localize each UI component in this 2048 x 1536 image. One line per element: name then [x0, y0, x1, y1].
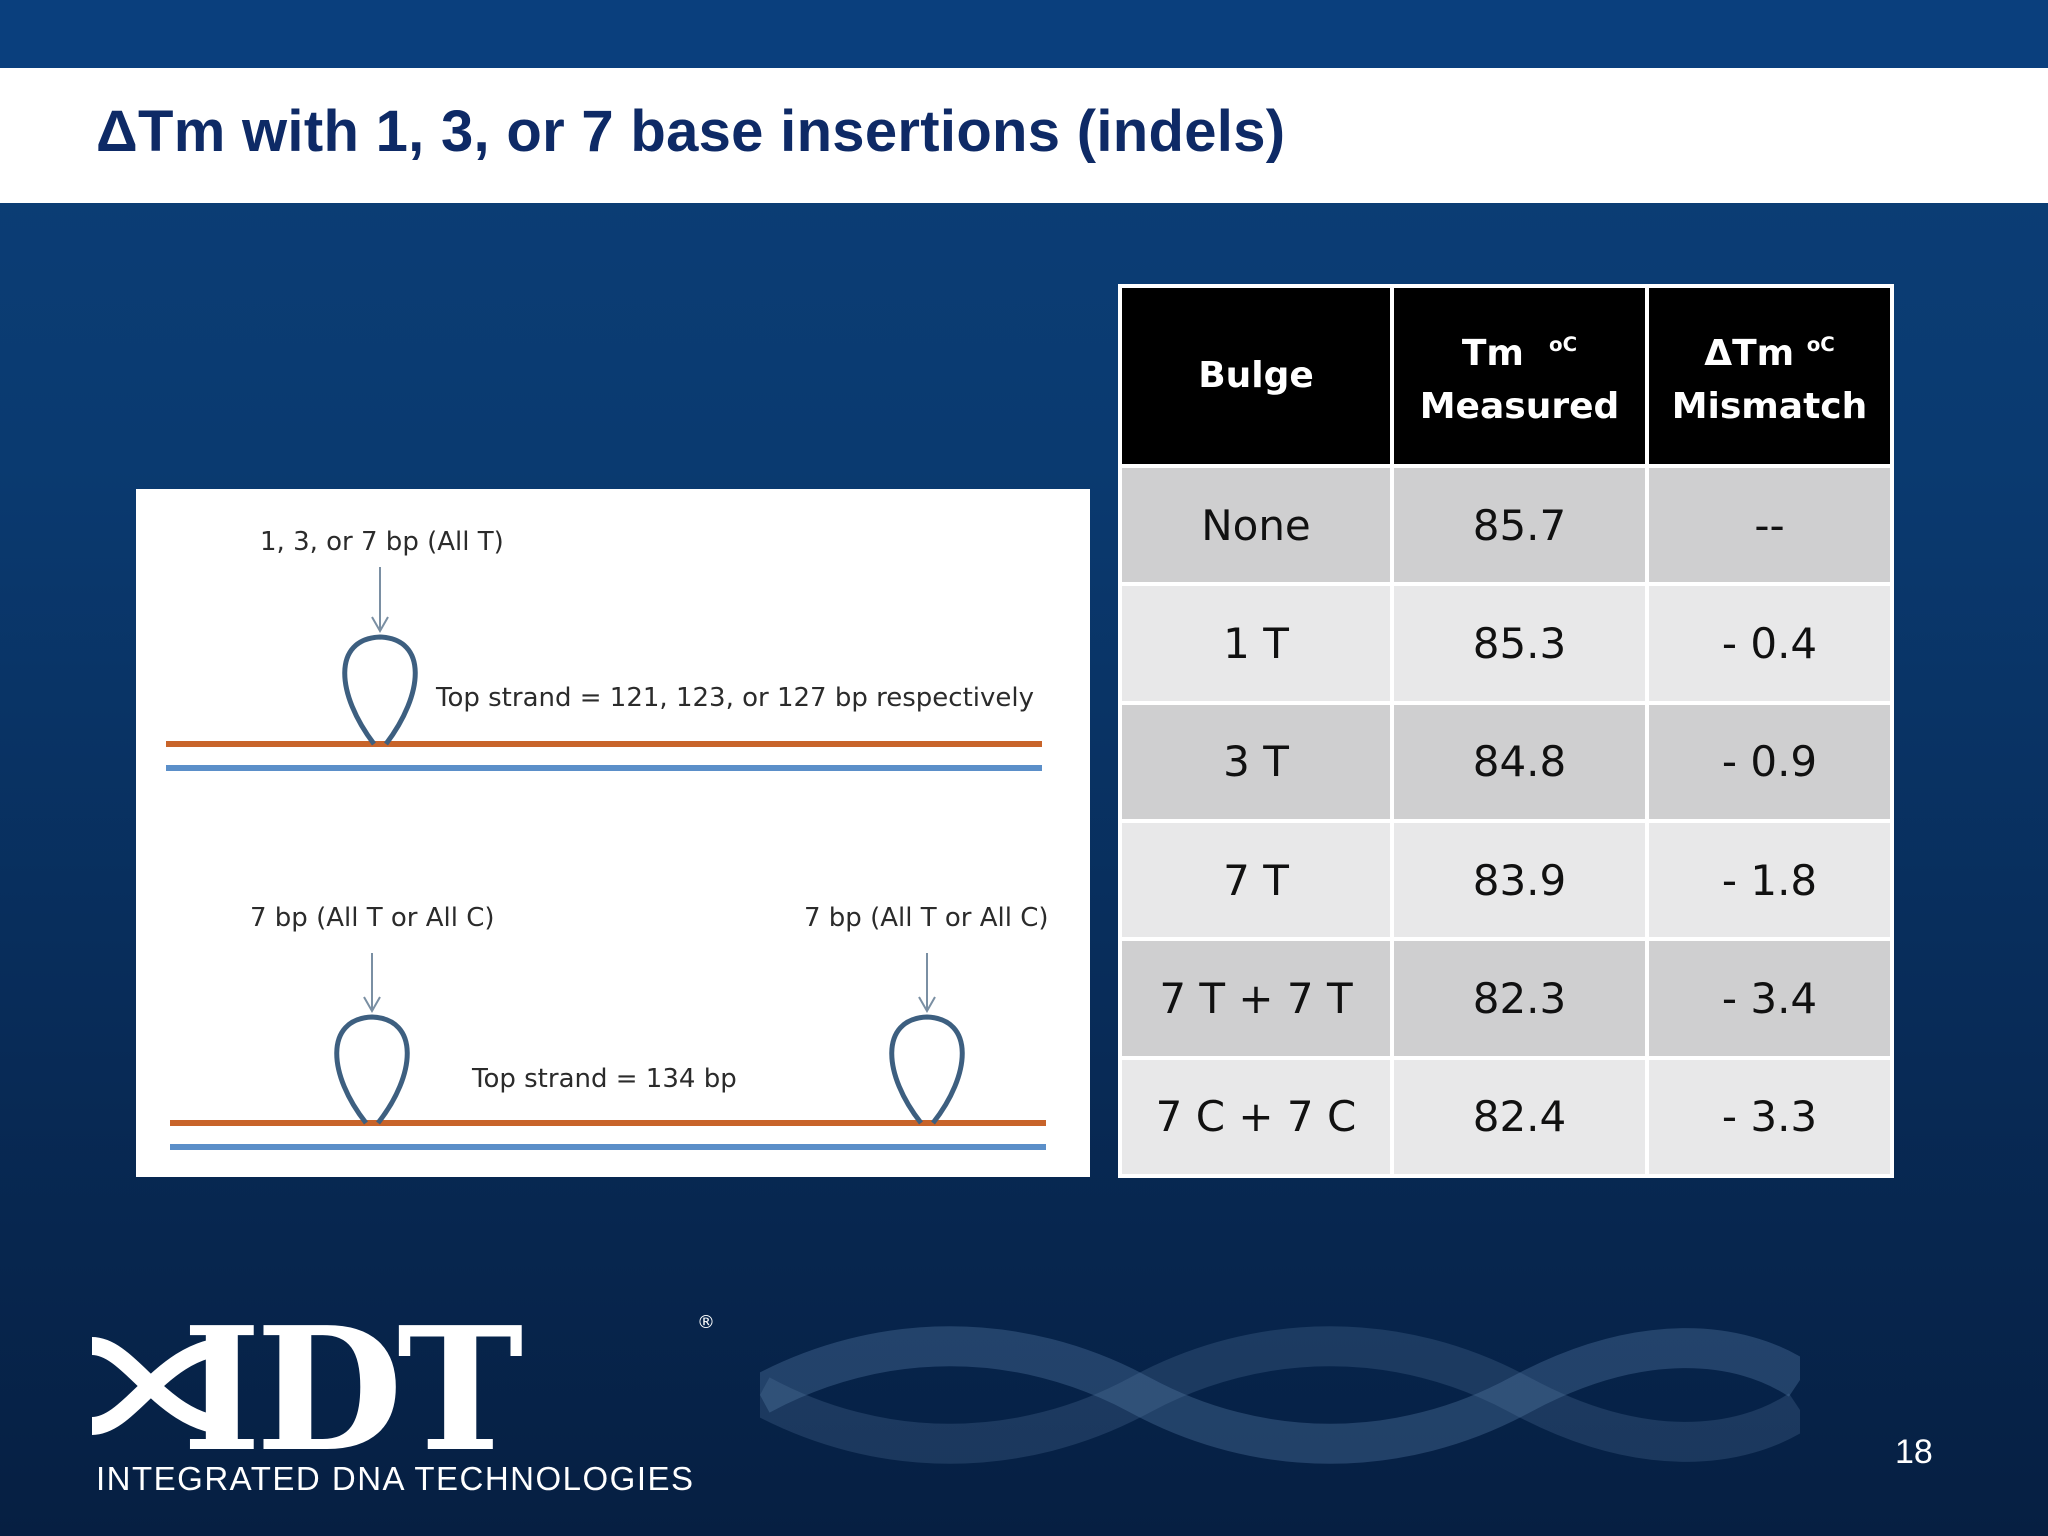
table-row: 1 T 85.3 - 0.4	[1118, 582, 1894, 705]
cell-bulge: 3 T	[1118, 700, 1394, 823]
top-insertion-label: 1, 3, or 7 bp (All T)	[260, 527, 504, 557]
header-tm-line2: Measured	[1419, 386, 1620, 428]
left-arrowhead	[363, 996, 381, 1014]
degree-unit: oC	[1806, 332, 1835, 356]
header-tm-line1: Tm oC	[1461, 332, 1578, 374]
right-bulge-loop	[889, 1014, 965, 1125]
page-number: 18	[1895, 1433, 1933, 1471]
table-row: 7 C + 7 C 82.4 - 3.3	[1118, 1055, 1894, 1179]
cell-delta: - 0.9	[1645, 700, 1894, 823]
cell-delta: - 0.4	[1645, 582, 1894, 705]
degree-unit: oC	[1549, 332, 1578, 356]
right-arrowhead	[918, 996, 936, 1014]
bottom-strand-length-label: Top strand = 134 bp	[472, 1064, 737, 1094]
cell-bulge: 7 C + 7 C	[1118, 1055, 1394, 1179]
table-row: 7 T 83.9 - 1.8	[1118, 818, 1894, 942]
slide-title: ΔTm with 1, 3, or 7 base insertions (ind…	[96, 99, 1286, 164]
cell-delta: - 1.8	[1645, 818, 1894, 942]
header-delta-line1: ΔTm oC	[1704, 332, 1835, 374]
cell-tm: 85.3	[1390, 582, 1649, 705]
table-row: 3 T 84.8 - 0.9	[1118, 700, 1894, 823]
table-row: 7 T + 7 T 82.3 - 3.4	[1118, 937, 1894, 1060]
top-arrowhead	[371, 616, 389, 634]
header-bar	[0, 0, 2048, 68]
registered-mark: ®	[697, 1312, 715, 1333]
logo-wordmark: IDT	[182, 1290, 523, 1490]
cell-bulge: None	[1118, 463, 1394, 587]
cell-tm: 82.3	[1390, 937, 1649, 1060]
title-bar	[0, 68, 2048, 203]
table-row: None 85.7 --	[1118, 463, 1894, 587]
cell-tm: 82.4	[1390, 1055, 1649, 1179]
dna-helix-graphic	[760, 1326, 1800, 1464]
diagram-drawing	[166, 567, 1046, 1150]
table-header-row: Bulge Tm oC Measured ΔTm oC Mismatch	[1118, 284, 1894, 468]
cell-delta: - 3.3	[1645, 1055, 1894, 1179]
cell-delta: - 3.4	[1645, 937, 1894, 1060]
header-delta-tm: ΔTm oC Mismatch	[1645, 284, 1894, 468]
idt-logo: IDT ® INTEGRATED DNA TECHNOLOGIES	[92, 1290, 732, 1510]
header-delta-line2: Mismatch	[1671, 386, 1868, 428]
left-insertion-label: 7 bp (All T or All C)	[250, 903, 495, 933]
right-insertion-label: 7 bp (All T or All C)	[804, 903, 1049, 933]
helix-icon	[92, 1337, 232, 1435]
top-strand-length-label: Top strand = 121, 123, or 127 bp respect…	[436, 683, 1034, 713]
cell-tm: 83.9	[1390, 818, 1649, 942]
cell-delta: --	[1645, 463, 1894, 587]
cell-tm: 85.7	[1390, 463, 1649, 587]
cell-bulge: 7 T	[1118, 818, 1394, 942]
indel-diagram: 1, 3, or 7 bp (All T) Top strand = 121, …	[136, 489, 1090, 1177]
cell-tm: 84.8	[1390, 700, 1649, 823]
tm-table: Bulge Tm oC Measured ΔTm oC Mismatch Non…	[1118, 284, 1894, 1179]
top-bulge-loop	[342, 634, 418, 746]
left-bulge-loop	[334, 1014, 410, 1125]
logo-tagline: INTEGRATED DNA TECHNOLOGIES	[96, 1460, 695, 1497]
header-bulge: Bulge	[1118, 284, 1394, 468]
header-tm-measured: Tm oC Measured	[1390, 284, 1649, 468]
cell-bulge: 7 T + 7 T	[1118, 937, 1394, 1060]
cell-bulge: 1 T	[1118, 582, 1394, 705]
